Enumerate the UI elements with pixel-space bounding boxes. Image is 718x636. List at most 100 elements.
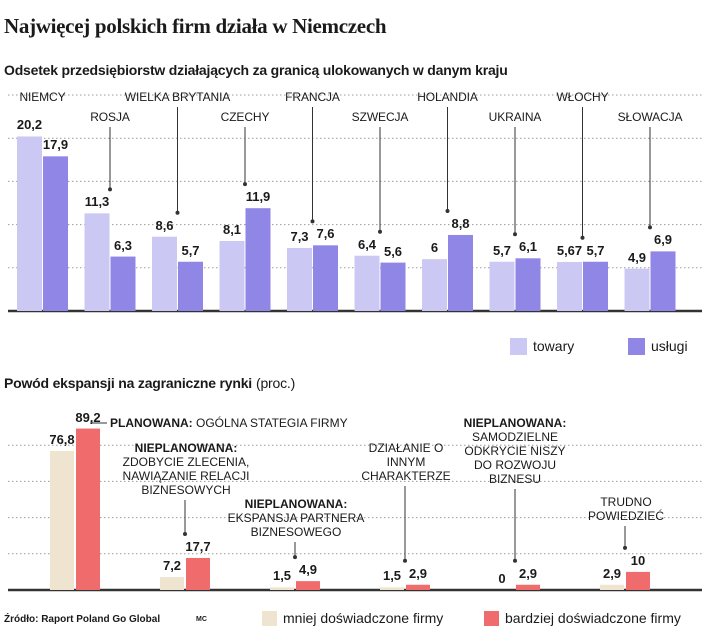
category-label: CZECHY [220, 110, 270, 124]
unit: (proc.) [256, 375, 296, 391]
bar [296, 581, 320, 590]
value-label: 5,7 [586, 242, 605, 258]
category-label: UKRAINA [488, 110, 542, 124]
bar [489, 261, 515, 311]
leader-dot [183, 531, 187, 536]
chart-title: Powód ekspansji na zagraniczne rynki [4, 375, 252, 391]
value-label: 89,2 [75, 409, 101, 425]
bar [624, 268, 650, 311]
bar [380, 262, 406, 311]
legend-label: mniej doświadczone firmy [283, 609, 444, 626]
value-label: 4,9 [298, 562, 318, 578]
category-label: HOLANDIA [417, 90, 478, 104]
bar [313, 245, 338, 311]
bar [76, 428, 100, 590]
category-label: NIEPLANOWANA: ZDOBYCIE ZLECENIA, NAWIĄZA… [122, 441, 250, 497]
value-label: 8,1 [222, 222, 242, 238]
value-label: 6,1 [518, 239, 538, 255]
category-label: DZIAŁANIE O INNYM CHARAKTERZE [361, 441, 451, 483]
bar [178, 261, 203, 311]
legend-swatch [628, 338, 645, 355]
legend-swatch [510, 338, 527, 355]
bar [600, 584, 624, 590]
bar [245, 208, 271, 311]
bar [50, 450, 74, 590]
value-label: 6,4 [357, 236, 377, 252]
leader-dot [445, 208, 450, 213]
leader-dot [293, 555, 297, 560]
bar [17, 136, 42, 311]
legend-swatch [484, 611, 499, 626]
value-label: 8,8 [451, 215, 470, 231]
bar [110, 256, 136, 311]
category-label: PLANOWANA: OGÓLNA STATEGIA FIRMY [110, 416, 348, 430]
legend-label: usługi [651, 337, 688, 354]
bar [270, 587, 294, 590]
value-label: 5,67 [556, 243, 583, 258]
source: Źródło: Raport Poland Go Global [4, 614, 161, 625]
bar [406, 584, 430, 590]
bar [152, 236, 177, 311]
leader-dot [623, 545, 627, 550]
bar [448, 234, 473, 311]
bar [515, 258, 541, 311]
bar [84, 213, 110, 311]
category-label: NIEMCY [19, 90, 66, 104]
leader-dot [403, 558, 407, 563]
bar [380, 587, 404, 590]
value-label: 11,9 [245, 189, 271, 205]
value-label: 5,7 [181, 242, 200, 258]
bar [219, 241, 245, 311]
value-label: 6 [430, 240, 439, 256]
category-label: SZWECJA [351, 110, 409, 124]
value-label: 5,6 [383, 243, 403, 259]
category-label: NIEPLANOWANA: SAMODZIELNE ODKRYCIE NISZY… [463, 416, 567, 486]
category-label: NIEPLANOWANA: EKSPANSJA PARTNERA BIZNESO… [227, 497, 365, 539]
value-label: 2,9 [408, 565, 428, 581]
bar [186, 557, 210, 590]
value-label: 5,7 [492, 242, 512, 258]
value-label: 2,9 [518, 565, 538, 581]
bar [557, 262, 582, 311]
bar [354, 255, 380, 311]
legend-label: bardziej doświadczone firmy [505, 609, 681, 626]
bar [43, 156, 68, 311]
legend-label: towary [533, 337, 575, 354]
value-label: 17,9 [42, 137, 69, 153]
main-title: Najwięcej polskich firm działa w Niemcze… [4, 14, 387, 38]
leader-dot [310, 219, 315, 224]
category-label: WŁOCHY [556, 90, 609, 104]
value-label: 2,9 [602, 565, 622, 581]
leader-dot [580, 235, 585, 240]
bar [516, 584, 540, 590]
leader-dot [175, 210, 180, 215]
value-label: 8,6 [155, 217, 174, 233]
value-label: 4,9 [627, 249, 647, 265]
chart-title: Odsetek przedsiębiorstw działających za … [4, 62, 508, 78]
value-label: 6,3 [113, 237, 133, 253]
bar [650, 251, 676, 311]
category-label: ROSJA [90, 110, 130, 124]
value-label: 7,2 [162, 557, 182, 573]
value-label: 20,2 [16, 117, 43, 133]
category-label: FRANCJA [285, 90, 340, 104]
bar [160, 576, 184, 590]
value-label: 0 [498, 571, 506, 586]
leader-dot [648, 225, 652, 230]
value-label: 76,8 [49, 431, 75, 447]
value-label: 1,5 [382, 568, 402, 584]
category-label: SŁOWACJA [617, 110, 683, 124]
author: MC [196, 616, 207, 623]
value-label: 11,3 [84, 194, 110, 210]
legend-swatch [262, 611, 277, 626]
chart-heading: Powód ekspansji na zagraniczne rynki (pro… [4, 375, 295, 391]
bar [287, 247, 312, 311]
category-label: TRUDNO POWIEDZIEĆ [587, 495, 664, 523]
category-label: WIELKA BRYTANIA [124, 90, 231, 104]
value-label: 17,7 [185, 538, 211, 554]
leader-dot [243, 182, 247, 187]
leader-dot [513, 232, 517, 237]
leader-dot [378, 229, 382, 234]
